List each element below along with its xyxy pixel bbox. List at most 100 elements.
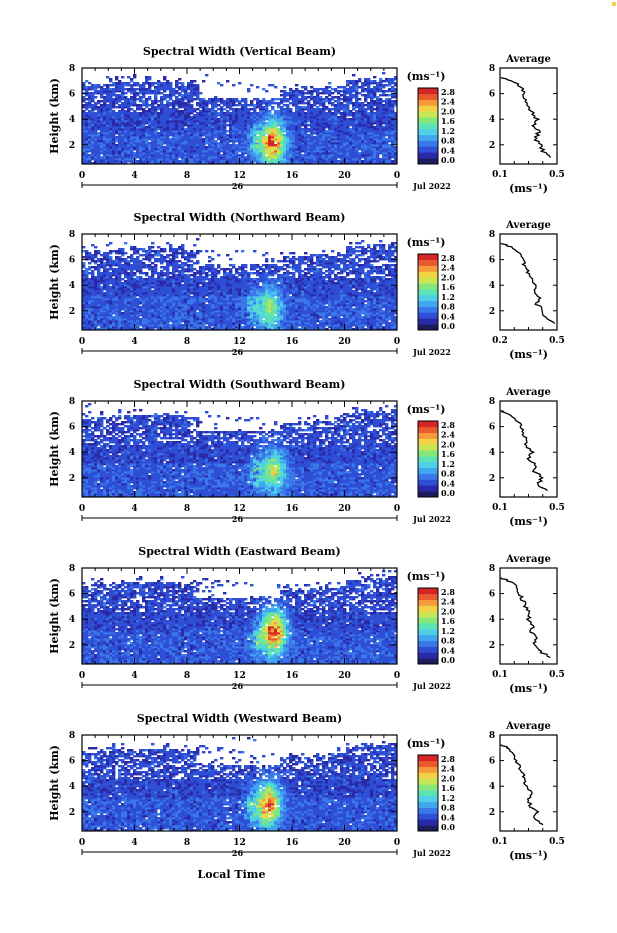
heatmap-cell [376,96,379,98]
heatmap-cell [115,94,118,96]
heatmap-cell [148,96,151,98]
heatmap-cell [163,272,166,274]
heatmap-cell [106,244,109,246]
heatmap-cell [217,142,220,144]
heatmap-cell [364,104,367,106]
heatmap-cell [256,112,259,114]
heatmap-cell [304,92,307,94]
heatmap-cell [265,136,268,138]
heatmap-cell [196,102,199,104]
heatmap-cell [181,94,184,96]
heatmap-cell [229,98,232,100]
heatmap-cell [307,124,310,126]
heatmap-cell [364,88,367,90]
heatmap-cell [202,80,205,82]
heatmap-cell [88,278,91,280]
heatmap-cell [121,312,124,314]
heatmap-cell [334,96,337,98]
heatmap-cell [391,160,394,162]
heatmap-cell [301,86,304,88]
heatmap-cell [109,256,112,258]
heatmap-cell [145,110,148,112]
heatmap-cell [310,104,313,106]
heatmap-cell [136,92,139,94]
heatmap-cell [127,76,130,78]
heatmap-cell [325,86,328,88]
heatmap-cell [169,276,172,278]
heatmap-cell [352,102,355,104]
heatmap-cell [103,262,106,264]
heatmap-cell [85,98,88,100]
heatmap-cell [88,86,91,88]
heatmap-cell [91,244,94,246]
heatmap-cell [130,246,133,248]
colorbar-tick-label: 2.0 [441,106,455,116]
heatmap-cell [148,264,151,266]
heatmap-cell [103,292,106,294]
heatmap-cell [388,94,391,96]
heatmap-cell [328,108,331,110]
heatmap-cell [100,104,103,106]
heatmap-cell [124,82,127,84]
heatmap-cell [193,114,196,116]
heatmap-cell [178,82,181,84]
heatmap-cell [325,96,328,98]
heatmap-cell [268,84,271,86]
heatmap-cell [130,96,133,98]
panel-title: Spectral Width (Vertical Beam) [143,45,336,58]
heatmap-cell [235,144,238,146]
heatmap-cell [238,154,241,156]
heatmap-cell [163,94,166,96]
heatmap-cell [298,98,301,100]
heatmap-cell [193,98,196,100]
heatmap-cell [307,90,310,92]
heatmap-cell [202,98,205,100]
heatmap-cell [88,252,91,254]
heatmap-cell [121,264,124,266]
colorbar-segment [418,123,438,129]
heatmap-cell [256,98,259,100]
heatmap-cell [166,242,169,244]
heatmap-cell [181,110,184,112]
heatmap-cell [283,108,286,110]
heatmap-cell [154,82,157,84]
heatmap-cell [115,256,118,258]
heatmap-cell [262,106,265,108]
heatmap-cell [160,270,163,272]
x-tick-label: 20 [338,171,351,181]
heatmap-cell [100,86,103,88]
heatmap-cell [127,98,130,100]
heatmap-cell [379,98,382,100]
heatmap-cell [85,86,88,88]
heatmap-cell [271,98,274,100]
heatmap-cell [283,134,286,136]
heatmap-cell [94,276,97,278]
heatmap-cell [151,90,154,92]
heatmap-cell [286,98,289,100]
heatmap-cell [352,94,355,96]
heatmap-cell [214,110,217,112]
heatmap-cell [139,254,142,256]
heatmap-cell [340,112,343,114]
heatmap-cell [322,88,325,90]
heatmap-cell [148,108,151,110]
heatmap-cell [145,250,148,252]
heatmap-cell [112,268,115,270]
y-axis-label: Height (km) [48,78,61,154]
heatmap-cell [370,80,373,82]
heatmap-cell [124,258,127,260]
heatmap-cell [94,112,97,114]
heatmap-cell [172,88,175,90]
heatmap-cell [382,84,385,86]
heatmap-cell [319,96,322,98]
heatmap-cell [301,90,304,92]
heatmap-cell [136,88,139,90]
heatmap-cell [274,98,277,100]
heatmap-cell [331,108,334,110]
heatmap-cell [160,248,163,250]
average-frame [500,68,557,164]
date-label: Jul 2022 [412,181,451,191]
heatmap-cell [247,104,250,106]
heatmap-cell [127,260,130,262]
heatmap-cell [256,136,259,138]
